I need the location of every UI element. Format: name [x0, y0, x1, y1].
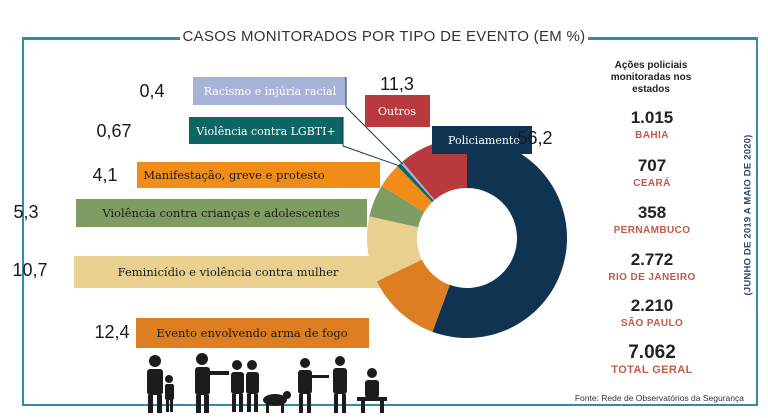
label-box-0 [432, 126, 532, 154]
slice-label-3: Violência contra crianças e adolescentes [101, 206, 339, 220]
state-name: BAHIA [635, 130, 669, 141]
police-silhouettes-illustration [147, 353, 387, 413]
slice-label-0: Policiamento [448, 134, 520, 147]
donut-slice-3 [369, 185, 425, 228]
slice-label-1: Evento envolvendo arma de fogo [156, 326, 347, 340]
chart-title: CASOS MONITORADOS POR TIPO DE EVENTO (EM… [180, 24, 588, 50]
label-box-6 [193, 77, 346, 105]
title-rule-left [22, 37, 180, 39]
state-value: 707 [637, 156, 667, 175]
donut-slice-0 [432, 138, 568, 339]
label-box-5 [189, 117, 343, 144]
label-band-4 [137, 162, 380, 188]
state-name: CEARÁ [633, 178, 671, 189]
donut-slice-1 [376, 259, 450, 332]
slice-label-7: Outros [378, 105, 416, 118]
states-header: Ações policiais monitoradas nos estados [610, 60, 692, 95]
slice-label-5: Violência contra LGBTI+ [195, 125, 335, 138]
state-value: 2.772 [630, 250, 674, 269]
slice-value-4: 4,1 [92, 165, 117, 185]
period-note: (JUNHO DE 2019 A MAIO DE 2020) [742, 134, 754, 296]
label-band-2 [74, 256, 381, 288]
slice-value-2: 10,7 [12, 260, 47, 280]
state-name: RIO DE JANEIRO [608, 272, 696, 283]
slice-value-0: 56,2 [517, 128, 552, 148]
source-note: Fonte: Rede de Observatórios da Seguranç… [574, 393, 744, 403]
slice-value-5: 0,67 [96, 121, 131, 141]
total-label: TOTAL GERAL [611, 364, 693, 376]
state-value: 2.210 [630, 296, 674, 315]
leader-line-to-slice-6 [345, 106, 404, 165]
donut-slice-6 [400, 161, 435, 201]
donut-slice-5 [397, 163, 434, 203]
leader-line-to-slice-5 [342, 145, 401, 167]
label-band-3 [76, 199, 367, 227]
label-band-1 [136, 318, 369, 348]
slice-value-1: 12,4 [94, 322, 129, 342]
slice-label-6: Racismo e injúria racial [204, 85, 337, 98]
slice-value-6: 0,4 [139, 81, 164, 101]
state-name: PERNAMBUCO [613, 225, 691, 236]
slice-value-7: 11,3 [380, 74, 414, 94]
donut-slice-4 [381, 166, 433, 212]
slice-label-2: Feminicídio e violência contra mulher [118, 265, 339, 279]
total-value: 7.062 [628, 342, 676, 363]
slice-label-4: Manifestação, greve e protesto [143, 168, 325, 182]
donut-slice-2 [367, 216, 422, 282]
slice-value-3: 5,3 [13, 202, 38, 222]
state-value: 358 [637, 203, 667, 222]
title-rule-right [588, 37, 758, 39]
state-name: SÃO PAULO [620, 318, 684, 329]
label-box-7 [365, 95, 430, 127]
state-value: 1.015 [630, 108, 674, 127]
